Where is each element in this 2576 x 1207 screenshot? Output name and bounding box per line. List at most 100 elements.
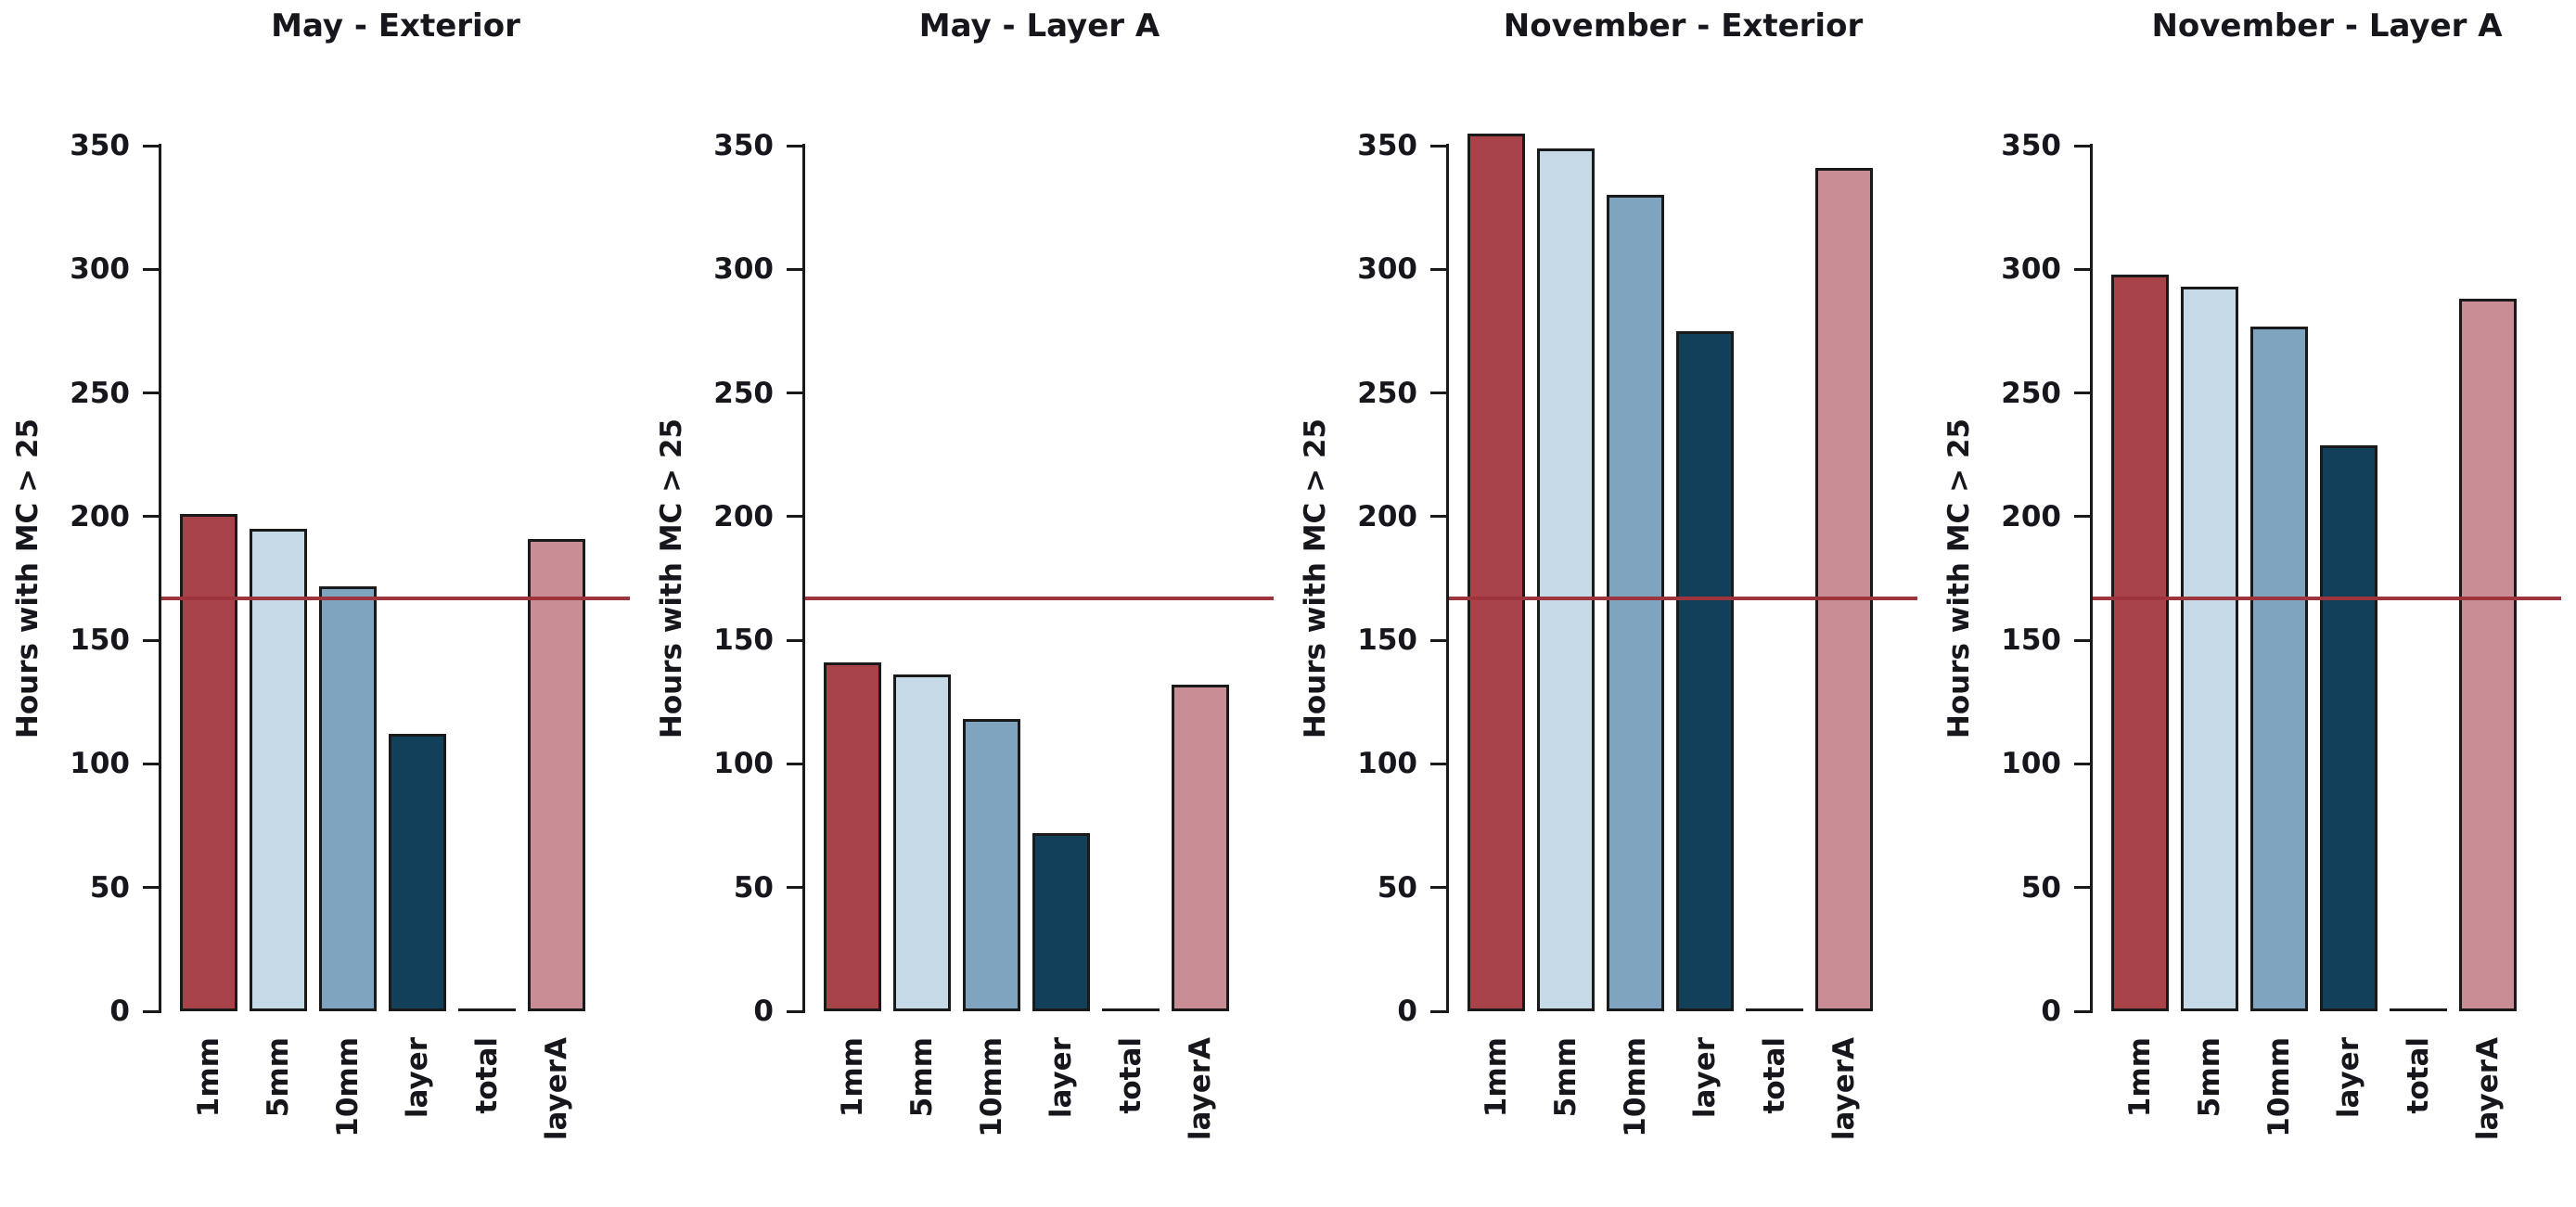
- y-tick-label-350: 350: [70, 129, 130, 162]
- chart-panel: May - Exterior Hours with MC > 25 0 50 100…: [0, 0, 644, 1207]
- y-tick-label-350: 350: [1357, 129, 1417, 162]
- y-tick-mark-300: [143, 267, 161, 271]
- x-label-total: total: [470, 1037, 504, 1114]
- y-tick-label-300: 300: [713, 252, 774, 287]
- y-tick-mark-0: [2074, 1009, 2093, 1013]
- y-tick-label-150: 150: [1357, 623, 1417, 658]
- y-tick-mark-0: [787, 1009, 805, 1013]
- bar-1mm: [180, 514, 237, 1011]
- y-tick-label-50: 50: [2020, 870, 2061, 905]
- y-tick-label-0: 0: [753, 995, 774, 1028]
- x-label-1mm: 1mm: [2123, 1037, 2157, 1118]
- x-label-layer: layer: [1044, 1037, 1078, 1119]
- bar-1mm: [824, 662, 881, 1011]
- y-tick-mark-150: [2074, 638, 2093, 642]
- chart-panel: November - Exterior Hours with MC > 25 0…: [1288, 0, 1931, 1207]
- x-label-5mm: 5mm: [2193, 1037, 2226, 1118]
- x-label-layerA: layerA: [1184, 1037, 1217, 1141]
- bar-10mm: [1607, 195, 1664, 1011]
- bar-layer: [389, 734, 446, 1011]
- y-tick-label-50: 50: [1377, 870, 1417, 905]
- y-tick-mark-250: [787, 392, 805, 395]
- panel-title: May - Exterior: [271, 7, 520, 45]
- chart-panel: November - Layer A Hours with MC > 25 0 5…: [1931, 0, 2575, 1207]
- y-axis-label-text: Hours with MC > 25: [1299, 417, 1332, 739]
- x-label-10mm: 10mm: [975, 1037, 1008, 1137]
- y-tick-label-0: 0: [109, 995, 130, 1028]
- y-tick-mark-200: [143, 515, 161, 519]
- x-label-total: total: [1758, 1037, 1791, 1114]
- bar-layer: [1032, 833, 1090, 1011]
- zero-bar-total: [2390, 1008, 2447, 1011]
- x-label-1mm: 1mm: [192, 1037, 225, 1118]
- zero-bar-total: [458, 1008, 516, 1011]
- y-tick-mark-100: [1430, 762, 1449, 765]
- y-axis-line: [802, 144, 805, 1013]
- y-axis-label-text: Hours with MC > 25: [11, 417, 45, 739]
- x-label-5mm: 5mm: [1549, 1037, 1583, 1118]
- y-tick-mark-250: [143, 392, 161, 395]
- y-tick-label-350: 350: [713, 129, 774, 162]
- y-tick-mark-250: [1430, 392, 1449, 395]
- y-axis-line: [159, 144, 161, 1013]
- y-tick-mark-150: [1430, 638, 1449, 642]
- zero-bar-total: [1746, 1008, 1803, 1011]
- bar-5mm: [893, 674, 951, 1011]
- y-tick-label-100: 100: [70, 747, 130, 781]
- y-tick-label-0: 0: [2041, 995, 2061, 1028]
- y-tick-mark-350: [1430, 144, 1449, 148]
- y-tick-mark-200: [1430, 515, 1449, 519]
- y-axis-line: [2090, 144, 2093, 1013]
- chart-panel: May - Layer A Hours with MC > 25 0 50 100 1…: [644, 0, 1288, 1207]
- y-tick-label-350: 350: [2001, 129, 2061, 162]
- x-label-layer: layer: [2332, 1037, 2365, 1119]
- bar-10mm: [963, 719, 1020, 1011]
- reference-line: [161, 596, 630, 600]
- y-tick-label-100: 100: [1357, 747, 1417, 781]
- y-tick-label-200: 200: [2001, 499, 2061, 533]
- zero-bar-total: [1102, 1008, 1160, 1011]
- panel-title: May - Layer A: [918, 7, 1160, 45]
- y-tick-label-200: 200: [1357, 499, 1417, 533]
- plot-area: [2093, 146, 2561, 1011]
- y-tick-label-150: 150: [713, 623, 774, 658]
- x-label-layerA: layerA: [2471, 1037, 2505, 1141]
- panel-title: November - Exterior: [1503, 7, 1864, 45]
- y-tick-label-150: 150: [70, 623, 130, 658]
- x-label-1mm: 1mm: [836, 1037, 869, 1118]
- y-axis-label-text: Hours with MC > 25: [655, 417, 688, 739]
- y-tick-label-300: 300: [2001, 252, 2061, 287]
- x-label-total: total: [1114, 1037, 1147, 1114]
- bar-5mm: [1537, 148, 1595, 1011]
- y-tick-label-150: 150: [2001, 623, 2061, 658]
- y-tick-label-300: 300: [70, 252, 130, 287]
- y-tick-mark-150: [787, 638, 805, 642]
- y-tick-label-250: 250: [2001, 376, 2061, 410]
- y-tick-label-250: 250: [70, 376, 130, 410]
- y-tick-mark-100: [143, 762, 161, 765]
- bar-layerA: [2459, 299, 2517, 1011]
- x-label-5mm: 5mm: [262, 1037, 295, 1118]
- y-axis-label-text: Hours with MC > 25: [1942, 417, 1976, 739]
- y-tick-label-0: 0: [1397, 995, 1417, 1028]
- reference-line: [805, 596, 1274, 600]
- reference-line: [2093, 596, 2561, 600]
- x-label-1mm: 1mm: [1480, 1037, 1513, 1118]
- y-tick-label-300: 300: [1357, 252, 1417, 287]
- bar-layer: [2320, 444, 2377, 1011]
- plot-area: [805, 146, 1274, 1011]
- bar-layerA: [1172, 685, 1229, 1011]
- y-tick-label-50: 50: [89, 870, 130, 905]
- y-tick-mark-50: [2074, 886, 2093, 890]
- y-axis-line: [1446, 144, 1449, 1013]
- y-tick-mark-50: [1430, 886, 1449, 890]
- x-label-layerA: layerA: [1827, 1037, 1861, 1141]
- y-tick-label-200: 200: [713, 499, 774, 533]
- y-tick-label-250: 250: [713, 376, 774, 410]
- x-label-10mm: 10mm: [331, 1037, 365, 1137]
- y-tick-mark-50: [787, 886, 805, 890]
- bar-1mm: [2111, 274, 2169, 1011]
- y-tick-mark-200: [2074, 515, 2093, 519]
- y-tick-mark-100: [2074, 762, 2093, 765]
